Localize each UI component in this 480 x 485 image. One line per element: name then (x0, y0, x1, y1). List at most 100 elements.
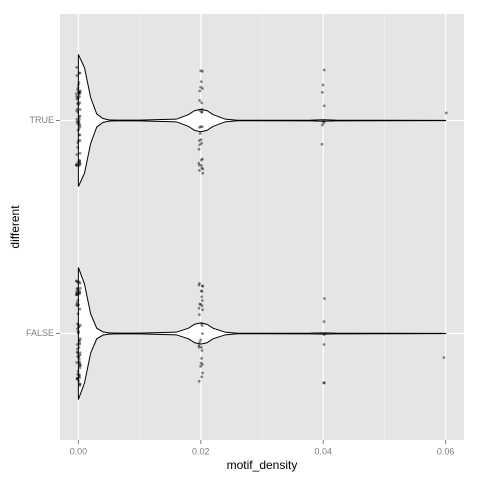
point (77, 103, 81, 106)
point (74, 279, 78, 283)
point (322, 104, 326, 108)
point (77, 123, 81, 127)
point (75, 279, 79, 283)
point (200, 157, 204, 161)
point (78, 338, 82, 342)
point (76, 97, 80, 101)
point (197, 306, 201, 310)
y-tick-label: TRUE (30, 115, 55, 125)
point (76, 111, 80, 114)
point (77, 361, 81, 365)
point (78, 151, 82, 155)
point (198, 169, 201, 172)
point (197, 379, 201, 383)
point (78, 101, 82, 105)
point (76, 331, 80, 335)
point (200, 125, 204, 129)
point (76, 372, 80, 376)
point (78, 159, 81, 163)
point (76, 145, 80, 149)
point (200, 166, 204, 170)
point (78, 114, 82, 118)
point (201, 171, 205, 175)
point (74, 163, 78, 166)
point (75, 66, 79, 69)
point (78, 382, 81, 386)
point (75, 287, 79, 290)
point (76, 141, 80, 145)
point (75, 290, 79, 294)
point (78, 133, 82, 137)
point (77, 354, 81, 358)
violin (77, 267, 447, 400)
point (76, 376, 79, 380)
point (76, 281, 80, 284)
point (76, 288, 80, 292)
point (75, 361, 79, 364)
point (199, 138, 203, 142)
point (322, 68, 326, 72)
point (78, 341, 82, 345)
point (75, 327, 79, 331)
point (77, 379, 81, 383)
point (322, 381, 326, 385)
point (78, 125, 82, 129)
point (200, 110, 204, 114)
point (199, 302, 203, 306)
point (77, 374, 81, 378)
point (77, 120, 81, 123)
point (78, 71, 82, 75)
point (75, 291, 79, 295)
x-tick-label: 0.02 (192, 446, 210, 456)
point (200, 322, 203, 325)
point (76, 298, 80, 302)
point (77, 71, 81, 75)
x-tick-label: 0.00 (70, 446, 88, 456)
point (78, 384, 82, 387)
point (197, 161, 201, 165)
point (322, 333, 326, 337)
point (77, 133, 81, 137)
point (200, 363, 204, 366)
point (75, 97, 79, 101)
point (78, 160, 82, 164)
point (323, 297, 326, 300)
point (78, 139, 82, 142)
point (199, 85, 203, 89)
point (321, 123, 324, 127)
point (197, 139, 201, 142)
point (77, 92, 81, 96)
point (198, 302, 202, 306)
point (77, 117, 81, 121)
point (77, 81, 81, 85)
point (77, 346, 81, 350)
point (76, 101, 80, 105)
point (75, 350, 79, 354)
point (78, 95, 81, 98)
point (200, 356, 203, 360)
point (198, 99, 201, 102)
point (444, 111, 448, 115)
point (200, 141, 203, 145)
point (197, 344, 201, 347)
x-tick-label: 0.06 (437, 446, 455, 456)
point (78, 353, 82, 357)
point (322, 381, 326, 385)
point (75, 74, 79, 77)
point (199, 361, 203, 365)
point (75, 301, 79, 305)
point (77, 164, 81, 168)
point (322, 119, 325, 123)
point (201, 87, 204, 90)
point (76, 139, 80, 143)
point (201, 371, 204, 375)
point (77, 91, 81, 95)
point (78, 90, 82, 94)
point (200, 110, 204, 114)
point (197, 345, 201, 349)
point (201, 308, 205, 312)
point (78, 281, 82, 285)
point (75, 109, 79, 112)
point (322, 343, 326, 346)
